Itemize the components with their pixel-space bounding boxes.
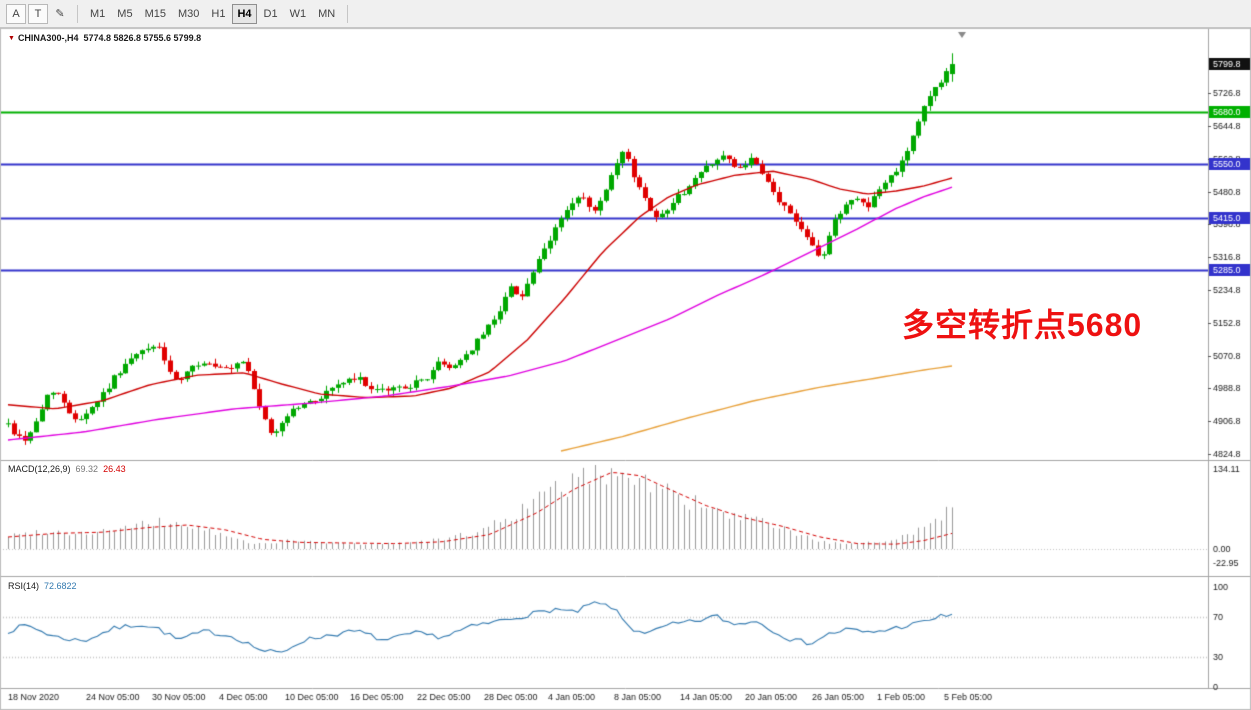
- timeframe-button-h1[interactable]: H1: [206, 4, 230, 24]
- ohlc-text: 5774.8 5826.8 5755.6 5799.8: [83, 33, 202, 43]
- text-tool-button[interactable]: T: [28, 3, 48, 24]
- chart-area: ▼ CHINA300-,H4 5774.8 5826.8 5755.6 5799.8…: [0, 28, 1251, 710]
- timeframe-button-m30[interactable]: M30: [173, 4, 204, 24]
- macd-signal-value: 26.43: [103, 464, 126, 474]
- macd-indicator-label: MACD(12,26,9) 69.32 26.43: [8, 464, 126, 474]
- timeframe-button-h4[interactable]: H4: [232, 3, 257, 24]
- toolbar-separator: [77, 4, 78, 23]
- macd-name: MACD(12,26,9): [8, 464, 71, 474]
- timeframe-button-m15[interactable]: M15: [140, 4, 171, 24]
- timeframe-button-group: M1 M5 M15 M30 H1 H4 D1 W1 MN: [85, 3, 340, 24]
- timeframe-button-w1[interactable]: W1: [285, 4, 312, 24]
- tool-button-group: A T ✎: [6, 3, 70, 24]
- rsi-value: 72.6822: [44, 581, 77, 591]
- symbol-ohlc-label: ▼ CHINA300-,H4 5774.8 5826.8 5755.6 5799.8: [8, 33, 201, 43]
- symbol-period-text: CHINA300-,H4: [17, 33, 79, 43]
- toolbar-separator: [347, 4, 349, 23]
- rsi-name: RSI(14): [8, 581, 40, 591]
- macd-main-value: 69.32: [75, 464, 99, 474]
- timeframe-button-d1[interactable]: D1: [259, 4, 283, 24]
- rsi-indicator-label: RSI(14) 72.6822: [8, 581, 77, 591]
- timeframe-button-m5[interactable]: M5: [112, 4, 137, 24]
- price-chart-canvas[interactable]: [0, 28, 1251, 710]
- timeframe-button-m1[interactable]: M1: [85, 4, 110, 24]
- timeframe-button-mn[interactable]: MN: [313, 4, 340, 24]
- cursor-tool-button[interactable]: A: [6, 3, 26, 24]
- chart-annotation-text: 多空转折点5680: [902, 307, 1143, 343]
- symbol-marker-icon: ▼: [8, 35, 15, 42]
- toolbar: A T ✎ M1 M5 M15 M30 H1 H4 D1 W1 MN: [0, 0, 1251, 28]
- draw-tool-button[interactable]: ✎: [50, 4, 70, 24]
